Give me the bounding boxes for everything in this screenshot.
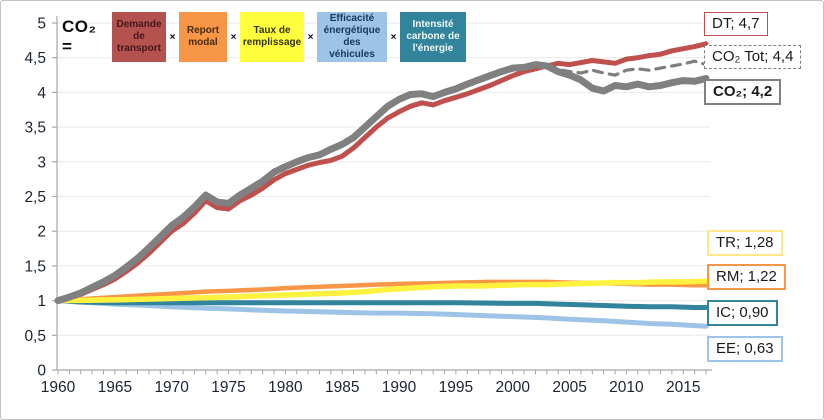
y-tick-label: 3,5 bbox=[24, 120, 46, 137]
multiply-operator: × bbox=[307, 31, 314, 43]
multiply-operator: × bbox=[169, 31, 176, 43]
x-tick-label: 2000 bbox=[495, 379, 530, 396]
x-tick-label: 1970 bbox=[154, 379, 189, 396]
callout-rm: RM; 1,22 bbox=[707, 264, 786, 290]
callout-co2: CO₂; 4,2 bbox=[704, 79, 782, 105]
factor-box-taux-de-remplissage: Taux de remplissage bbox=[240, 12, 304, 62]
callout-ee: EE; 0,63 bbox=[707, 336, 783, 362]
y-tick-label: 2,5 bbox=[24, 189, 46, 206]
y-tick-label: 2 bbox=[37, 224, 46, 241]
y-tick-label: 3 bbox=[37, 154, 46, 171]
y-tick-label: 1,5 bbox=[24, 258, 46, 275]
series-dt-line bbox=[55, 41, 709, 304]
multiply-operator: × bbox=[390, 31, 397, 43]
factor-box-demande-de-transport: Demande de transport bbox=[112, 12, 166, 62]
y-tick-label: 4 bbox=[37, 85, 46, 102]
y-tick-label: 5 bbox=[37, 16, 46, 33]
x-tick-label: 1960 bbox=[41, 379, 76, 396]
callout-dt: DT; 4,7 bbox=[704, 12, 768, 36]
x-tick-label: 1965 bbox=[98, 379, 132, 396]
series-ic-line bbox=[55, 298, 709, 310]
x-tick-label: 1975 bbox=[211, 379, 245, 396]
decomposition-formula: CO₂ = Demande de transport × Report moda… bbox=[62, 10, 466, 64]
x-tick-label: 2010 bbox=[609, 379, 644, 396]
y-tick-label: 0 bbox=[37, 363, 46, 380]
x-tick-label: 2015 bbox=[666, 379, 700, 396]
y-tick-label: 0,5 bbox=[24, 328, 46, 345]
formula-prefix: CO₂ = bbox=[62, 17, 97, 56]
callout-ic: IC; 0,90 bbox=[707, 300, 778, 326]
y-tick-label: 4,5 bbox=[24, 50, 46, 67]
x-tick-label: 1990 bbox=[382, 379, 417, 396]
factor-box-efficacite-energetique: Efficacité énergétique des véhicules bbox=[317, 12, 387, 62]
factor-box-report-modal: Report modal bbox=[179, 12, 227, 62]
x-tick-label: 2005 bbox=[552, 379, 586, 396]
callout-tr: TR; 1,28 bbox=[707, 230, 783, 256]
x-tick-label: 1995 bbox=[439, 379, 473, 396]
series-co2-line bbox=[54, 61, 710, 305]
series-ee-line bbox=[55, 298, 709, 329]
x-tick-label: 1980 bbox=[268, 379, 303, 396]
series-co2tot-line bbox=[545, 59, 708, 77]
factor-box-intensite-carbone: Intensité carbone de l'énergie bbox=[400, 12, 466, 62]
multiply-operator: × bbox=[230, 31, 237, 43]
series-tr-line bbox=[55, 278, 709, 304]
y-tick-label: 1 bbox=[37, 293, 46, 310]
x-tick-label: 1985 bbox=[325, 379, 359, 396]
callout-co2-tot: CO₂ Tot; 4,4 bbox=[704, 45, 802, 69]
